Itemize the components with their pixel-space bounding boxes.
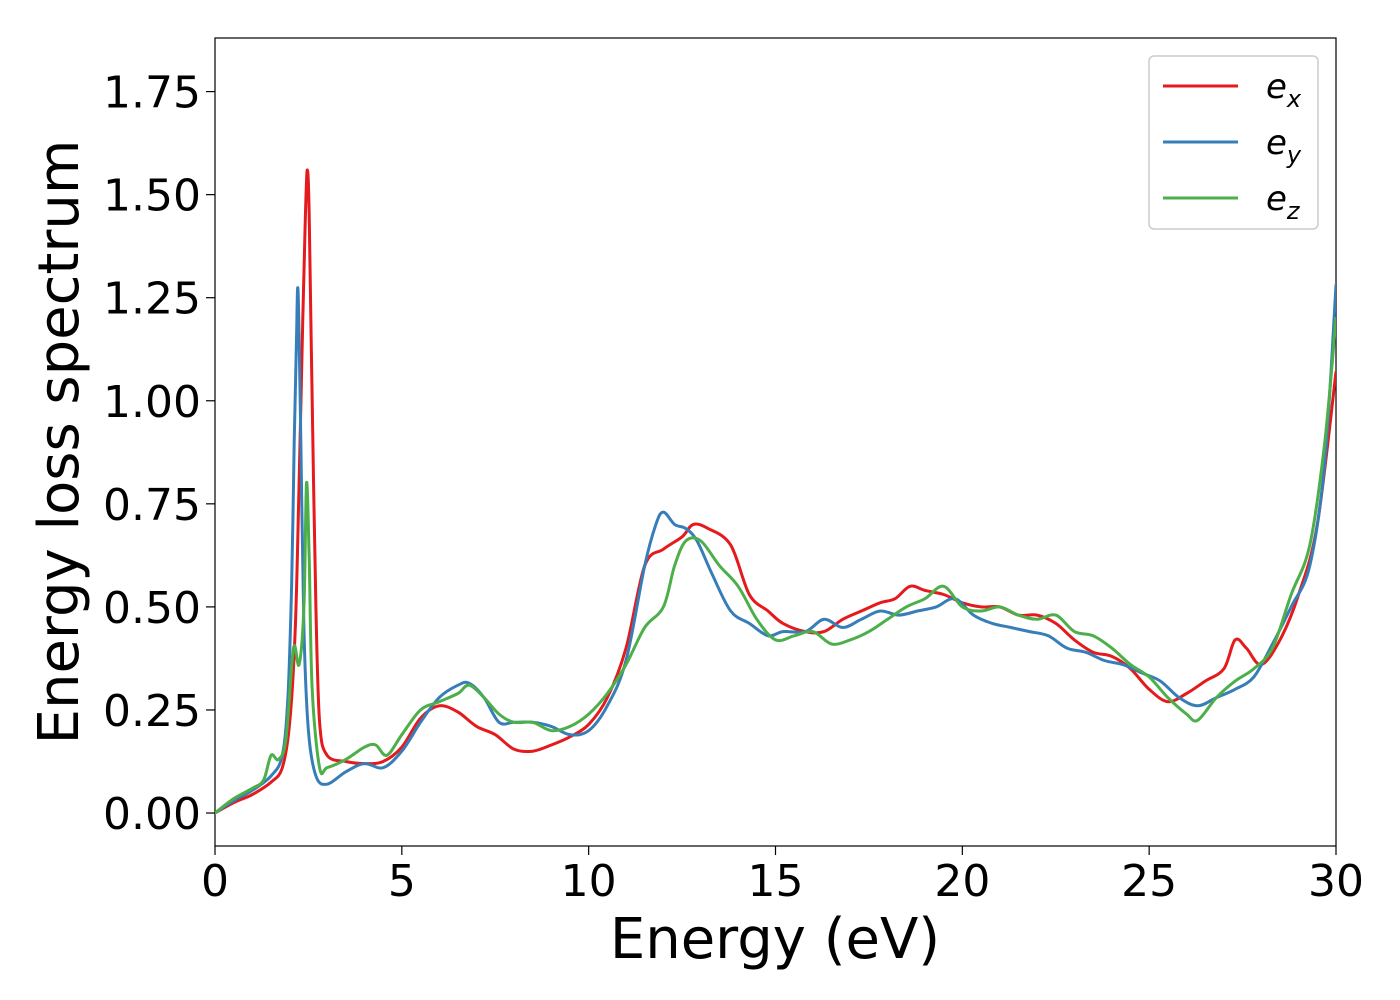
y-tick-label: 1.25 <box>103 274 201 325</box>
series-line-ey <box>215 283 1336 815</box>
y-tick-label: 1.50 <box>103 171 201 222</box>
y-tick-label: 1.75 <box>103 68 201 119</box>
legend-label-ey: ey <box>1266 123 1302 169</box>
y-tick-label: 0.50 <box>103 583 201 634</box>
x-axis-ticks: 0 5 10 15 20 25 30 <box>201 846 1364 907</box>
x-tick-label: 20 <box>934 856 990 907</box>
y-tick-label: 0.25 <box>103 686 201 737</box>
x-tick-label: 0 <box>201 856 229 907</box>
x-tick-label: 10 <box>561 856 617 907</box>
x-axis-label: Energy (eV) <box>610 907 940 972</box>
y-tick-label: 0.75 <box>103 480 201 531</box>
series-line-ez <box>215 316 1336 815</box>
y-axis-ticks: 0.00 0.25 0.50 0.75 1.00 1.25 1.50 1.75 <box>103 68 215 840</box>
x-tick-label: 5 <box>388 856 416 907</box>
x-tick-label: 30 <box>1308 856 1364 907</box>
series-layer <box>215 168 1336 815</box>
y-axis-label: Energy loss spectrum <box>27 140 92 745</box>
x-tick-label: 25 <box>1121 856 1177 907</box>
x-tick-label: 15 <box>748 856 804 907</box>
y-tick-label: 1.00 <box>103 377 201 428</box>
y-tick-label: 0.00 <box>103 789 201 840</box>
